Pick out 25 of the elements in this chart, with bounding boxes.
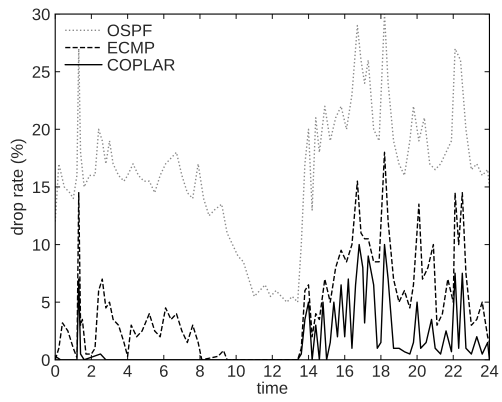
- x-tick-label: 0: [51, 365, 60, 377]
- y-tick-label: 15: [33, 182, 50, 194]
- x-tick-label: 4: [123, 365, 132, 377]
- x-tick-label: 24: [481, 365, 498, 377]
- y-tick-label: 0: [42, 354, 50, 366]
- x-tick-label: 14: [300, 365, 318, 377]
- x-tick-label: 12: [264, 365, 281, 377]
- legend-label: OSPF: [108, 24, 152, 36]
- x-tick-label: 16: [336, 365, 354, 377]
- legend-label: COPLAR: [108, 58, 175, 71]
- y-tick-label: 5: [42, 296, 50, 308]
- x-tick-label: 10: [228, 365, 245, 377]
- y-tick-label: 25: [32, 66, 50, 78]
- x-tick-label: 8: [196, 365, 204, 377]
- x-tick-label: 22: [444, 365, 462, 377]
- x-tick-label: 20: [408, 365, 426, 377]
- y-tick-label: 20: [32, 124, 50, 136]
- x-tick-label: 18: [372, 365, 390, 377]
- x-axis-title: time: [256, 382, 288, 394]
- legend-label: ECMP: [108, 42, 154, 54]
- y-tick-label: 30: [32, 8, 50, 20]
- y-axis-title: drop rate (%): [10, 139, 26, 235]
- x-tick-label: 2: [88, 365, 96, 377]
- y-tick-label: 10: [33, 238, 50, 251]
- x-tick-label: 6: [160, 365, 168, 377]
